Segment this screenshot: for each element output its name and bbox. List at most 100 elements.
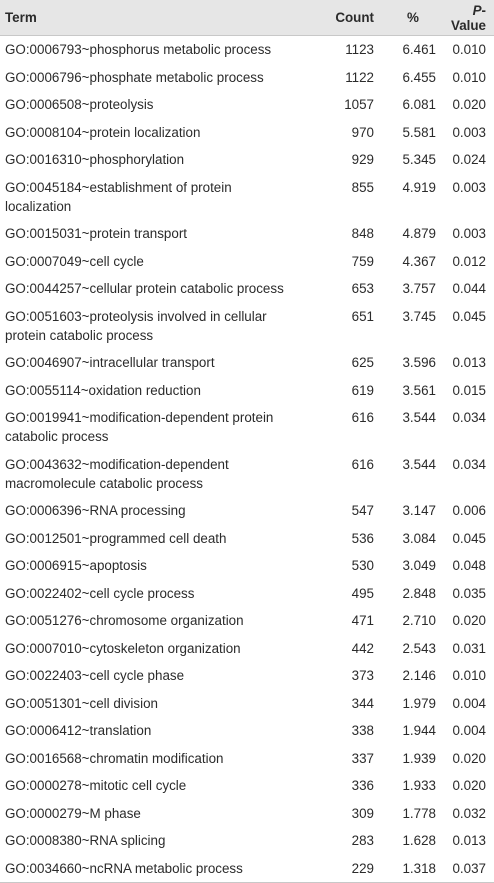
cell-p-value: 0.020 [452, 778, 486, 793]
cell-p-value: 0.003 [452, 226, 486, 241]
cell-p-value: 0.035 [452, 585, 486, 601]
cell-percent: 3.049 [402, 558, 436, 573]
cell-p-value: 0.024 [452, 152, 486, 167]
cell-count: 530 [351, 558, 374, 573]
cell-percent: 2.848 [402, 585, 436, 601]
cell-count: 1123 [345, 42, 374, 57]
cell-count: 929 [351, 152, 374, 167]
cell-count: 970 [351, 124, 374, 140]
table-header: Term Count % P-Value [0, 0, 494, 36]
cell-percent: 5.581 [402, 124, 436, 140]
cell-p-value: 0.020 [452, 613, 486, 628]
cell-p-value: 0.048 [452, 558, 486, 573]
table-row: GO:0051276~chromosome organization 471 2.7… [0, 607, 494, 635]
cell-p-value: 0.010 [452, 69, 486, 85]
cell-p-value: 0.020 [452, 97, 486, 112]
cell-percent: 3.544 [402, 456, 436, 472]
cell-percent: 3.596 [402, 355, 436, 370]
cell-term: GO:0034660~ncRNA metabolic process [0, 854, 300, 883]
cell-count: 848 [351, 226, 374, 241]
header-p-value: P-Value [440, 0, 494, 36]
cell-term: GO:0007049~cell cycle [5, 253, 144, 269]
cell-count: 373 [351, 668, 374, 683]
cell-term: GO:0055114~oxidation reduction [5, 382, 201, 398]
cell-percent: 3.561 [402, 382, 436, 398]
cell-term: GO:0044257~cellular protein catabolic pr… [5, 281, 284, 296]
cell-term: GO:0045184~establishment of protein loca… [5, 179, 232, 214]
table-row: GO:0044257~cellular protein catabolic pr… [0, 275, 494, 303]
table-row: GO:0055114~oxidation reduction 619 3.561 0.… [0, 377, 494, 405]
cell-count: 536 [351, 530, 374, 546]
cell-term: GO:0006508~proteolysis [5, 97, 154, 112]
cell-p-value: 0.034 [452, 410, 486, 425]
cell-percent: 2.543 [402, 640, 436, 656]
cell-percent: 2.710 [402, 613, 436, 628]
cell-percent: 5.345 [402, 152, 436, 167]
table-row: GO:0045184~establishment of protein loca… [0, 174, 494, 221]
cell-term: GO:0006915~apoptosis [5, 558, 147, 573]
table-row: GO:0007049~cell cycle 759 4.367 0.012 [0, 248, 494, 276]
table-row: GO:0000279~M phase 309 1.778 0.032 [0, 800, 494, 828]
cell-term: GO:0006412~translation [5, 723, 152, 738]
cell-percent: 3.084 [402, 530, 436, 546]
cell-count: 337 [351, 750, 374, 766]
table-row: GO:0012501~programmed cell death 536 3.084… [0, 525, 494, 553]
table-row: GO:0006796~phosphate metabolic process 11… [0, 64, 494, 92]
cell-p-value: 0.037 [440, 854, 494, 883]
table-row: GO:0046907~intracellular transport 625 3.5… [0, 349, 494, 377]
cell-term: GO:0012501~programmed cell death [5, 530, 227, 546]
table-row: GO:0006793~phosphorus metabolic process 1… [0, 36, 494, 64]
cell-percent: 6.461 [402, 42, 436, 57]
cell-term: GO:0016568~chromatin modification [5, 750, 224, 766]
cell-percent: 1.944 [402, 723, 436, 738]
table-row: GO:0051301~cell division 344 1.979 0.004 [0, 690, 494, 718]
cell-count: 471 [351, 613, 374, 628]
cell-count: 338 [351, 723, 374, 738]
cell-percent: 1.979 [402, 695, 436, 711]
cell-term: GO:0006793~phosphorus metabolic process [5, 42, 272, 57]
table-row: GO:0006915~apoptosis 530 3.049 0.048 [0, 552, 494, 580]
cell-term: GO:0006396~RNA processing [5, 503, 186, 518]
table-row: GO:0043632~modification-dependent macrom… [0, 451, 494, 498]
cell-term: GO:0000278~mitotic cell cycle [5, 778, 187, 793]
cell-count: 616 [351, 456, 374, 472]
cell-percent: 4.879 [402, 226, 436, 241]
cell-count: 442 [351, 640, 374, 656]
table-row: GO:0007010~cytoskeleton organization 442 2… [0, 635, 494, 663]
cell-percent: 1.628 [402, 833, 436, 848]
cell-count: 336 [351, 778, 374, 793]
cell-count: 495 [351, 585, 374, 601]
cell-p-value: 0.044 [452, 281, 486, 296]
cell-term: GO:0051276~chromosome organization [5, 613, 244, 628]
table-row: GO:0008380~RNA splicing 283 1.628 0.013 [0, 827, 494, 855]
table-row: GO:0006508~proteolysis 1057 6.081 0.020 [0, 91, 494, 119]
table-row: GO:0019941~modification-dependent protei… [0, 404, 494, 451]
cell-count: 1122 [345, 69, 374, 85]
cell-p-value: 0.004 [452, 723, 486, 738]
header-row: Term Count % P-Value [0, 0, 494, 36]
cell-term: GO:0016310~phosphorylation [5, 152, 185, 167]
table-row: GO:0022403~cell cycle phase 373 2.146 0.010 [0, 662, 494, 690]
table-row: GO:0016568~chromatin modification 337 1.93… [0, 745, 494, 773]
table-row: GO:0022402~cell cycle process 495 2.848 0.0… [0, 580, 494, 608]
table-body: GO:0006793~phosphorus metabolic process 1… [0, 36, 494, 883]
cell-term: GO:0007010~cytoskeleton organization [5, 640, 241, 656]
cell-p-value: 0.020 [452, 750, 486, 766]
cell-term: GO:0046907~intracellular transport [5, 355, 215, 370]
cell-count: 229 [300, 854, 386, 883]
table-row: GO:0006396~RNA processing 547 3.147 0.006 [0, 497, 494, 525]
table-row: GO:0006412~translation 338 1.944 0.004 [0, 717, 494, 745]
table-row: GO:0051603~proteolysis involved in cellu… [0, 303, 494, 350]
cell-term: GO:0043632~modification-dependent macrom… [5, 456, 229, 491]
cell-count: 547 [351, 503, 374, 518]
cell-percent: 1.318 [386, 854, 440, 883]
cell-percent: 4.919 [402, 179, 436, 195]
cell-p-value: 0.032 [452, 805, 486, 821]
cell-percent: 6.081 [402, 97, 436, 112]
header-p-suffix: -Value [451, 2, 486, 33]
cell-p-value: 0.003 [452, 124, 486, 140]
cell-p-value: 0.003 [452, 179, 486, 195]
cell-percent: 1.778 [402, 805, 436, 821]
cell-p-value: 0.006 [452, 503, 486, 518]
